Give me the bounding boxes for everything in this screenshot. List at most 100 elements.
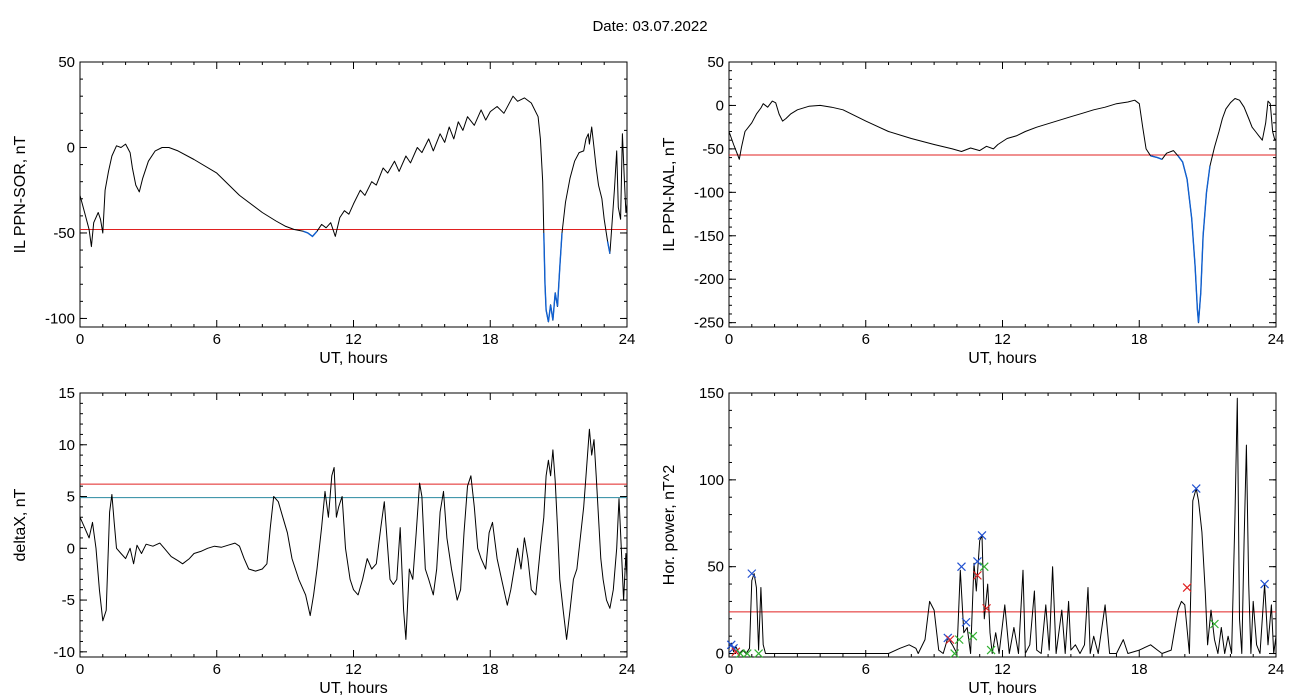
marker-stroke <box>1260 579 1270 589</box>
x-axis-label: UT, hours <box>319 680 387 697</box>
marker-green <box>754 649 764 658</box>
y-axis-label: deltaX, nT <box>12 488 29 561</box>
marker-green <box>950 649 960 658</box>
x-tick-label: 12 <box>345 661 362 678</box>
y-tick-label: -250 <box>694 315 724 332</box>
x-tick-label: 18 <box>1131 661 1148 678</box>
y-tick-label: 150 <box>699 385 724 402</box>
marker-blue <box>1260 579 1270 589</box>
x-tick-label: 6 <box>213 661 221 678</box>
marker-green <box>1210 619 1219 629</box>
x-axis-label: UT, hours <box>968 350 1036 367</box>
x-tick-label: 6 <box>213 331 221 348</box>
marker-stroke <box>982 603 991 613</box>
marker-stroke <box>729 643 738 653</box>
series-line <box>728 98 1277 324</box>
series-line <box>79 428 628 640</box>
y-tick-label: 0 <box>716 646 724 663</box>
x-tick-label: 24 <box>1268 661 1285 678</box>
y-tick-label: 0 <box>67 540 75 557</box>
marker-blue <box>747 569 757 579</box>
marker-green <box>986 645 996 655</box>
marker-stroke <box>1191 484 1201 493</box>
y-tick-label: -150 <box>694 228 724 245</box>
x-axis-label: UT, hours <box>319 350 387 367</box>
marker-blue <box>973 557 982 566</box>
marker-green <box>954 635 964 645</box>
x-tick-label: 24 <box>619 661 636 678</box>
y-tick-label: 5 <box>67 489 75 506</box>
x-tick-label: 24 <box>1268 331 1285 348</box>
marker-green <box>742 649 752 658</box>
marker-blue <box>957 562 966 572</box>
marker-stroke <box>977 530 987 540</box>
y-tick-label: 10 <box>58 437 75 454</box>
x-tick-label: 18 <box>482 661 499 678</box>
marker-green <box>735 649 745 658</box>
marker-stroke <box>954 635 964 645</box>
x-tick-label: 18 <box>1131 331 1148 348</box>
panel-deltax: 0 6 12 18 24 15 10 5 0 -5 -10 UT, hours deltaX, nT <box>12 385 635 697</box>
x-tick-label: 6 <box>862 331 870 348</box>
y-tick-label: -100 <box>694 184 724 201</box>
marker-stroke <box>754 649 764 658</box>
marker-stroke <box>957 562 966 572</box>
marker-stroke <box>726 640 736 650</box>
marker-blue <box>977 530 987 540</box>
series-line <box>728 397 1277 654</box>
below-threshold-segment <box>1150 155 1163 160</box>
x-tick-label: 0 <box>725 331 733 348</box>
figure-title: Date: 03.07.2022 <box>592 18 708 35</box>
x-tick-label: 6 <box>862 661 870 678</box>
x-tick-label: 0 <box>76 661 84 678</box>
marker-stroke <box>742 649 752 658</box>
panel-il-ppn-sor: 0 6 12 18 24 50 0 -50 -100 UT, hours IL PPN-SOR, n… <box>12 54 635 367</box>
marker-stroke <box>1210 619 1219 629</box>
y-tick-label: 15 <box>58 385 75 402</box>
x-tick-label: 0 <box>725 661 733 678</box>
panel-hor-power: 0 6 12 18 24 150 100 50 0 UT, hours Hor. power, nT… <box>661 385 1284 697</box>
below-threshold-segment <box>543 232 563 323</box>
marker-red <box>731 647 741 657</box>
y-tick-label: -100 <box>45 310 75 327</box>
marker-stroke <box>979 562 989 572</box>
marker-stroke <box>950 649 960 658</box>
below-threshold-segment <box>1177 155 1211 323</box>
y-axis-label: IL PPN-SOR, nT <box>12 135 29 253</box>
y-tick-label: -10 <box>53 644 75 661</box>
marker-stroke <box>961 617 971 627</box>
y-tick-label: 0 <box>716 97 724 114</box>
marker-stroke <box>731 647 741 657</box>
y-tick-label: 50 <box>58 54 75 71</box>
panel-il-ppn-nal: 0 6 12 18 24 50 0 -50 -100 -150 -200 -250 UT, hours I… <box>661 54 1284 367</box>
marker-stroke <box>973 570 982 580</box>
x-tick-label: 12 <box>345 331 362 348</box>
marker-red <box>973 570 982 580</box>
y-tick-label: -50 <box>702 141 724 158</box>
x-tick-label: 0 <box>76 331 84 348</box>
y-axis-label: IL PPN-NAL, nT <box>661 137 678 251</box>
marker-blue <box>961 617 971 627</box>
y-axis-label: Hor. power, nT^2 <box>661 465 678 586</box>
y-tick-label: 50 <box>707 559 724 576</box>
plot-frame <box>728 392 1277 658</box>
marker-stroke <box>735 649 745 658</box>
plot-frame <box>728 61 1277 328</box>
marker-stroke <box>747 569 757 579</box>
marker-red <box>945 635 955 645</box>
y-tick-label: -5 <box>62 592 75 609</box>
marker-green <box>979 562 989 572</box>
y-tick-label: -50 <box>53 225 75 242</box>
y-tick-label: 50 <box>707 54 724 71</box>
marker-stroke <box>1182 583 1192 592</box>
y-tick-label: 0 <box>67 139 75 156</box>
x-tick-label: 12 <box>994 661 1011 678</box>
y-tick-label: 100 <box>699 472 724 489</box>
x-tick-label: 12 <box>994 331 1011 348</box>
x-tick-label: 18 <box>482 331 499 348</box>
marker-stroke <box>973 557 982 566</box>
marker-red <box>982 603 991 613</box>
below-threshold-segment <box>606 241 611 254</box>
plot-frame <box>79 392 628 658</box>
